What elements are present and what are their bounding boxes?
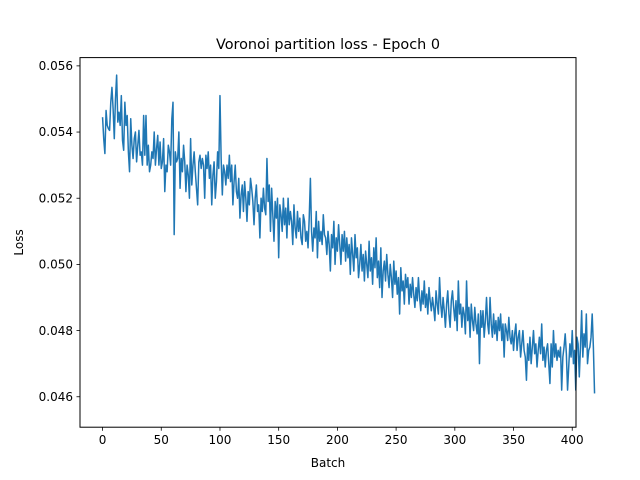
x-axis-label: Batch [311,456,346,470]
y-tick-label: 0.046 [39,390,73,404]
x-axis: 0 50 100 150 200 250 300 350 400 [99,427,584,447]
y-tick-label: 0.056 [39,59,73,73]
y-tick-label: 0.050 [39,258,73,272]
x-tick-label: 100 [209,433,232,447]
x-tick-label: 50 [154,433,169,447]
x-tick-label: 300 [443,433,466,447]
chart-title: Voronoi partition loss - Epoch 0 [216,37,440,53]
x-tick-label: 400 [561,433,584,447]
loss-series-line [101,74,596,394]
x-tick-label: 0 [99,433,107,447]
x-tick-label: 200 [326,433,349,447]
x-tick-label: 250 [385,433,408,447]
y-tick-label: 0.048 [39,324,73,338]
y-axis: 0.046 0.048 0.050 0.052 0.054 0.056 [39,59,80,404]
series-layer [101,74,596,394]
x-tick-label: 150 [267,433,290,447]
x-tick-label: 350 [502,433,525,447]
plot-frame [79,57,577,428]
y-tick-label: 0.054 [39,125,73,139]
y-axis-label: Loss [12,229,26,255]
y-tick-label: 0.052 [39,191,73,205]
